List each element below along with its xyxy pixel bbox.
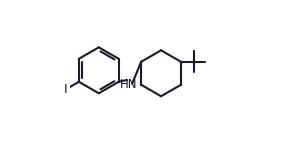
Text: I: I [64, 84, 67, 96]
Text: HN: HN [120, 78, 137, 91]
